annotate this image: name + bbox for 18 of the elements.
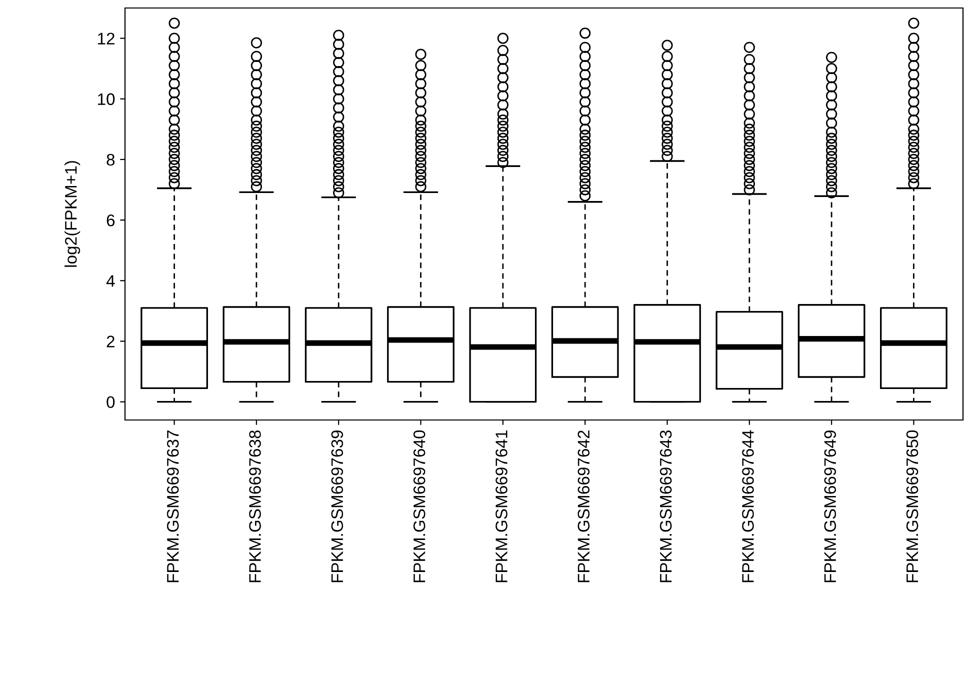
x-tick-label: FPKM.GSM6697637 xyxy=(166,430,179,582)
y-tick-label: 6 xyxy=(106,214,115,226)
y-tick-label: 2 xyxy=(106,336,114,348)
x-tick-label: FPKM.GSM6697641 xyxy=(496,430,508,582)
y-tick-label: 10 xyxy=(98,93,115,106)
x-tick-label: FPKM.GSM6697639 xyxy=(331,430,344,582)
y-tick-label: 12 xyxy=(98,32,114,44)
x-tick-label: FPKM.GSM6697650 xyxy=(906,430,918,582)
x-tick-label: FPKM.GSM6697649 xyxy=(824,430,836,582)
x-tick-label: FPKM.GSM6697642 xyxy=(578,430,590,582)
x-tick-label: FPKM.GSM6697640 xyxy=(413,430,426,582)
x-tick-label: FPKM.GSM6697644 xyxy=(742,430,754,582)
x-tick-label: FPKM.GSM6697638 xyxy=(249,430,261,582)
y-tick-label: 8 xyxy=(106,154,115,166)
y-tick-label: 4 xyxy=(106,275,115,287)
y-axis-title: log2(FPKM+1) xyxy=(64,161,80,267)
x-tick-label: FPKM.GSM6697643 xyxy=(660,430,672,582)
y-tick-label: 0 xyxy=(106,396,115,408)
